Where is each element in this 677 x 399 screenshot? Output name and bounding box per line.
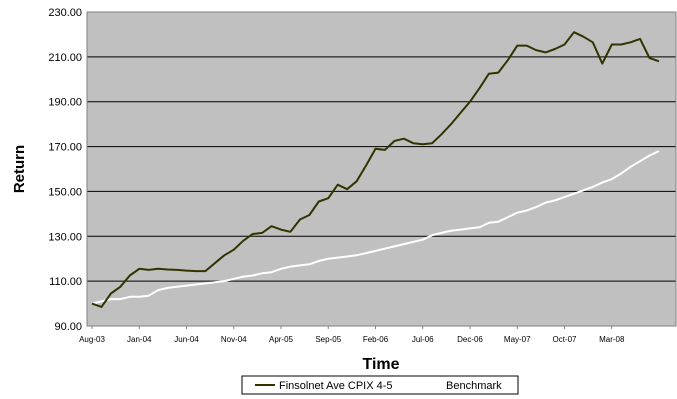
x-tick-label: Mar-08 — [599, 335, 625, 344]
plot-border — [86, 11, 677, 327]
x-tick-label: Jan-04 — [127, 335, 152, 344]
legend-label-benchmark: Benchmark — [446, 380, 502, 392]
series-lines — [91, 31, 660, 308]
x-axis-title: Time — [362, 356, 399, 373]
x-tick-label: Sep-05 — [315, 335, 341, 344]
legend: Finsolnet Ave CPIX 4-5 Benchmark — [241, 375, 519, 395]
y-tick-label: 110.00 — [49, 276, 82, 288]
x-tick-label: Aug-03 — [79, 335, 105, 344]
series-line-benchmark — [91, 150, 660, 305]
x-tick-label: Dec-06 — [457, 335, 483, 344]
legend-label-finsolnet: Finsolnet Ave CPIX 4-5 — [279, 380, 393, 392]
legend-box — [241, 375, 519, 395]
x-tick-label: Apr-05 — [269, 335, 294, 344]
y-tick-label: 150.00 — [48, 186, 82, 198]
gridlines — [87, 11, 676, 327]
x-tick-label: Nov-04 — [221, 335, 247, 344]
series-line-finsolnet — [91, 31, 660, 308]
y-tick-label: 130.00 — [48, 231, 82, 243]
x-tick-label: May-07 — [504, 335, 531, 344]
y-tick-label: 210.00 — [48, 52, 82, 64]
plot-area — [87, 12, 676, 326]
x-tick-label: Oct-07 — [552, 335, 577, 344]
y-tick-label: 170.00 — [48, 142, 82, 154]
x-tick-label: Jul-06 — [412, 335, 434, 344]
y-tick-label: 90.00 — [54, 321, 82, 333]
x-tick-label: Jun-04 — [174, 335, 199, 344]
x-tick-label: Feb-06 — [363, 335, 389, 344]
y-tick-label: 190.00 — [48, 97, 82, 109]
y-axis-tick-labels: 90.00 110.00 130.00 150.00 170.00 190.00 210.0… — [48, 7, 82, 333]
y-tick-label: 230.00 — [48, 7, 82, 19]
y-axis-title: Return — [11, 145, 28, 193]
x-axis-tick-labels: Aug-03 Jan-04 Jun-04 Nov-04 Apr-05 Sep-05 Feb-… — [79, 326, 625, 344]
